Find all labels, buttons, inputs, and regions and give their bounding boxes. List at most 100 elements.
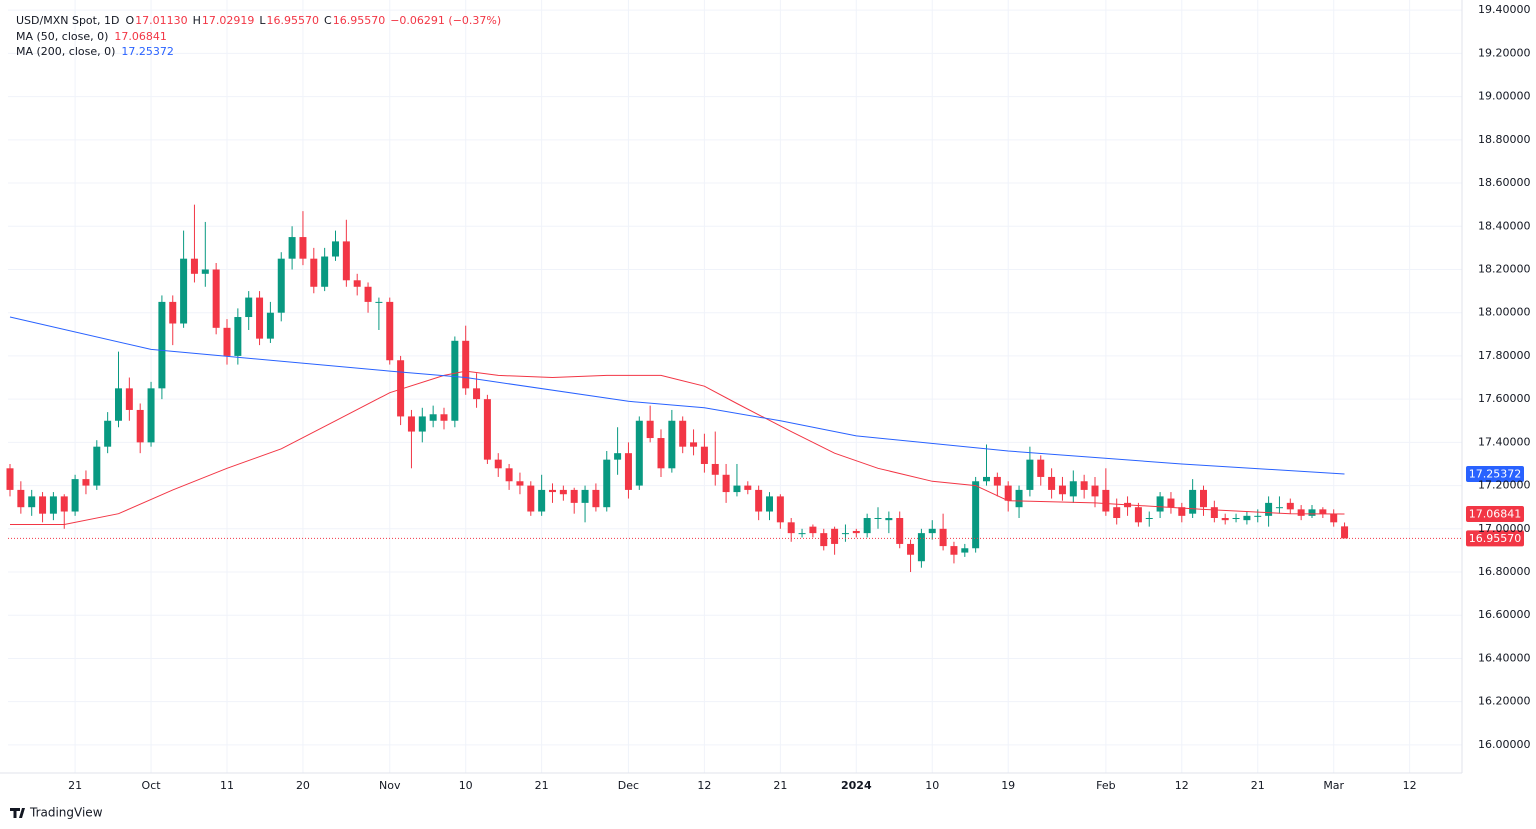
candle-body [983, 476, 990, 482]
candle-body [603, 459, 611, 508]
price-tag [1466, 530, 1524, 547]
candle-body [245, 297, 253, 318]
candle-body [483, 399, 491, 460]
candle-body [917, 533, 925, 562]
candle-body [1221, 518, 1229, 521]
candle-body [744, 485, 752, 490]
ohlc-key: H [193, 14, 201, 27]
candle-body [907, 543, 915, 555]
ohlc-key: O [125, 14, 134, 27]
brand-name: TradingView [29, 806, 103, 820]
x-tick-label: 12 [1175, 779, 1189, 792]
candle-body [863, 518, 871, 534]
candle-body [874, 518, 882, 519]
candle-body [679, 420, 687, 447]
candle-body [310, 258, 318, 287]
ma-line [9, 316, 1345, 475]
y-tick-label: 16.80000 [1478, 565, 1531, 578]
y-tick-label: 16.60000 [1478, 608, 1531, 621]
candle-body [28, 496, 36, 508]
y-tick-label: 18.60000 [1478, 176, 1531, 189]
y-tick-label: 17.80000 [1478, 349, 1531, 362]
candle-body [39, 496, 47, 514]
candle-body [950, 546, 958, 555]
candle-body [570, 489, 578, 503]
candle-body [104, 420, 112, 447]
candle-body [82, 479, 90, 486]
legend-name: MA (50, close, 0) [16, 30, 108, 43]
x-tick-label: 21 [1251, 779, 1265, 792]
ohlc-key: C [324, 14, 332, 27]
candle-body [93, 446, 101, 486]
candle-body [559, 489, 567, 495]
candle-body [1210, 507, 1218, 518]
candle-body [657, 438, 665, 469]
candle-body [386, 301, 394, 361]
candle-body [451, 340, 459, 421]
legend-value: 17.25372 [121, 45, 174, 58]
price-tag [1466, 506, 1524, 523]
candle-body [321, 256, 329, 287]
candle-body [397, 360, 405, 417]
candle-body [1026, 459, 1034, 490]
candle-body [646, 420, 654, 439]
candle-body [201, 269, 209, 274]
candle-body [60, 496, 68, 512]
y-tick-label: 17.00000 [1478, 522, 1531, 535]
y-tick-label: 19.20000 [1478, 46, 1531, 59]
candle-body [169, 301, 177, 324]
x-tick-label: Mar [1323, 779, 1344, 792]
candle-body [288, 237, 296, 259]
candle-body [841, 533, 849, 535]
x-tick-label: 21 [535, 779, 549, 792]
candle-body [190, 258, 198, 274]
candle-body [700, 446, 708, 464]
candle-body [1102, 489, 1110, 512]
candle-body [364, 286, 372, 302]
candle-body [440, 414, 448, 421]
x-tick-label: Oct [142, 779, 162, 792]
brand-logo [10, 808, 25, 818]
candle-body [1308, 509, 1316, 516]
candle-body [896, 518, 904, 544]
candle-body [787, 522, 795, 534]
candle-body [462, 340, 470, 389]
candle-body [158, 301, 166, 389]
candle-body [766, 496, 773, 512]
candle-body [549, 489, 556, 493]
candle-body [342, 241, 350, 281]
price-tag-label: 16.95570 [1469, 532, 1522, 545]
candle-body [1243, 515, 1251, 521]
brand: TradingView [10, 806, 103, 820]
candle-body [1232, 518, 1240, 519]
ma-line [10, 370, 1345, 525]
candle-body [418, 416, 426, 432]
candle-body [527, 485, 535, 512]
candle-body [1286, 502, 1294, 510]
candle-body [538, 489, 546, 512]
candle-body [71, 479, 79, 512]
candle-body [1297, 509, 1305, 516]
candle-body [690, 442, 698, 447]
candle-body [223, 327, 231, 356]
x-tick-label: 21 [773, 779, 787, 792]
candle-body [212, 269, 220, 328]
candle-body [1004, 485, 1012, 501]
candle-body [1091, 485, 1099, 497]
x-tick-label: 12 [697, 779, 711, 792]
candle-body [624, 453, 632, 490]
candle-body [494, 459, 502, 469]
ohlc-value: 16.95570 [267, 14, 320, 27]
candle-body [1200, 489, 1207, 508]
candle-body [375, 301, 383, 303]
chart-title: USD/MXN Spot, 1D [16, 14, 119, 27]
x-tick-label: 11 [220, 779, 234, 792]
candle-body [1156, 496, 1164, 512]
candle-body [1113, 507, 1121, 518]
overlay: 17.06841 17.25372 16.95570 [8, 465, 1524, 547]
x-tick-label: 20 [296, 779, 310, 792]
candle-body [332, 241, 339, 257]
candle-body [1080, 481, 1088, 490]
candle-body [798, 533, 806, 535]
